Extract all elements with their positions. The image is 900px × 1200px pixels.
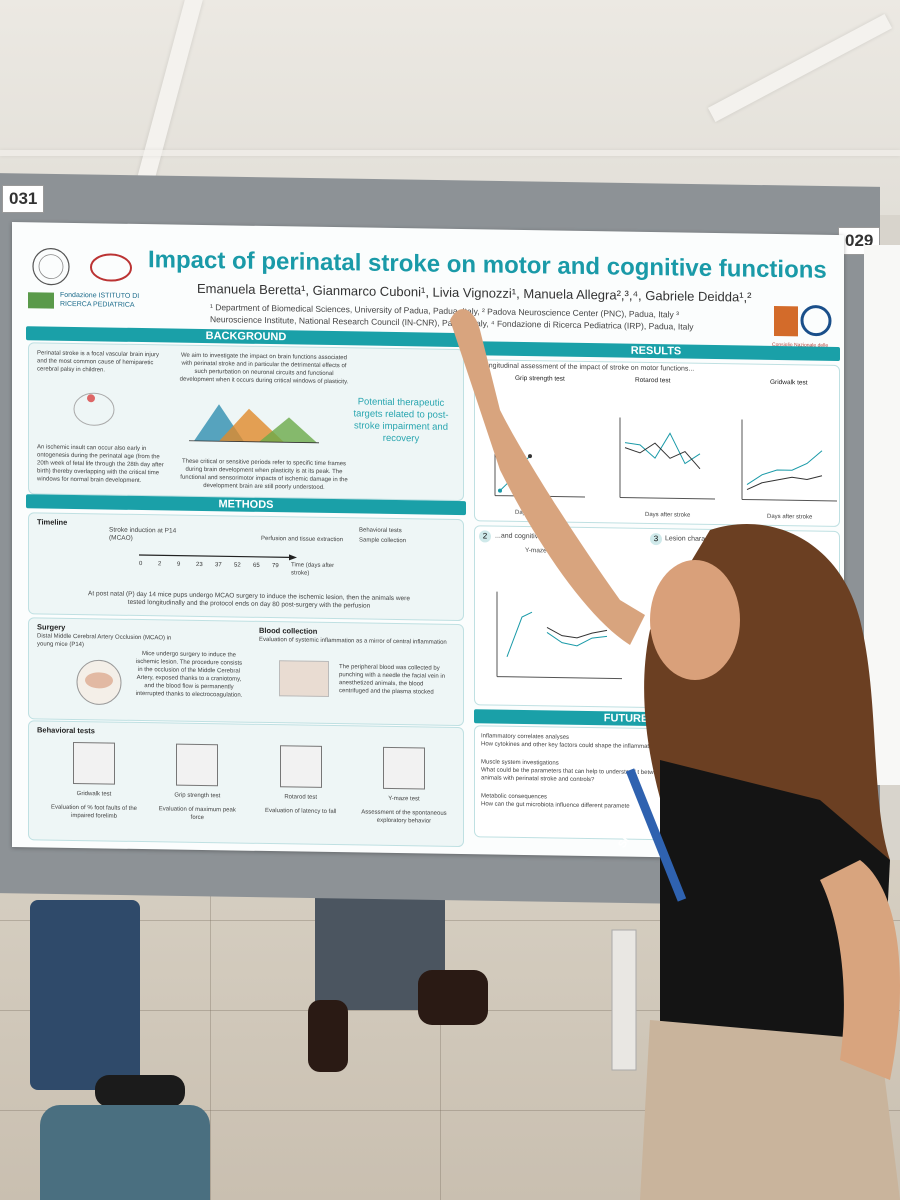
- behavioral-test-item: Gridwalk test Evaluation of % foot faults…: [49, 741, 139, 833]
- test-description: Evaluation of latency to fall: [264, 807, 337, 816]
- timeline-tick-79: 79: [272, 563, 279, 570]
- ceiling-beam: [135, 0, 203, 185]
- shoe-center-2: [418, 970, 488, 1025]
- timeline-tick-0: 0: [139, 560, 143, 568]
- cnr-mark: [774, 305, 832, 337]
- timeline-tick-23: 23: [196, 561, 203, 568]
- background-panel: Perinatal stroke is a focal vascular bra…: [28, 342, 464, 502]
- surgery-text: Mice undergo surgery to induce the ische…: [135, 651, 243, 699]
- shoe-center-1: [308, 1000, 348, 1072]
- timeline-tick-37: 37: [215, 562, 222, 569]
- bag: [40, 1105, 210, 1200]
- background-text-2: We aim to investigate the impact on brai…: [179, 352, 349, 386]
- results-cognitive-panel: 2 ...and cognitive fu 3 Lesion character…: [474, 525, 840, 712]
- timeline-panel: Timeline Stroke induction at P14 (MCAO) …: [28, 512, 464, 622]
- test-name: Rotarod test: [284, 794, 317, 801]
- ceiling-beam: [707, 13, 893, 123]
- surgery-subheading: Distal Middle Cerebral Artery Occlusion …: [37, 633, 172, 649]
- behavioral-test-item: Grip strength test Evaluation of maximum …: [152, 743, 242, 834]
- timeline-tick-65: 65: [253, 562, 260, 569]
- test-apparatus-icon: [176, 743, 219, 787]
- gridwalk-chart: [741, 419, 837, 502]
- board-number-left: 031: [2, 185, 45, 213]
- institute-name: Fondazione ISTITUTO DI RICERCA PEDIATRIC…: [60, 291, 140, 309]
- timeline-axis-label: Time (days after stroke): [291, 562, 335, 577]
- methods-summary: At post natal (P) day 14 mice pups under…: [88, 590, 410, 610]
- timeline-axis: [139, 554, 297, 561]
- perfusion-label: Perfusion and tissue extraction: [261, 535, 344, 544]
- blood-heading: Blood collection: [259, 625, 318, 636]
- stroke-induction-label: Stroke induction at P14 (MCAO): [109, 526, 177, 542]
- test-apparatus-icon: [279, 745, 322, 788]
- seal-logo: [28, 248, 132, 309]
- ymaze-chart: [496, 591, 622, 680]
- timeline-tick-9: 9: [177, 561, 181, 568]
- surgery-heading: Surgery: [37, 622, 66, 632]
- shoe-left: [95, 1075, 185, 1107]
- legend-sample: Sample collection: [359, 537, 407, 545]
- university-logo: Fondazione ISTITUTO DI RICERCA PEDIATRIC…: [26, 244, 156, 326]
- behavioral-panel: Behavioral tests Gridwalk test Evaluation…: [28, 720, 464, 848]
- brain-sketch-icon: [73, 392, 115, 426]
- timeline-ticks: 0 2 9 23 37 52 65 79: [139, 561, 299, 574]
- test-apparatus-icon: [73, 741, 115, 785]
- behavioral-test-item: Rotarod test Evaluation of latency to fal…: [256, 745, 346, 836]
- poster-title: Impact of perinatal stroke on motor and …: [148, 246, 827, 284]
- test-apparatus-icon: [382, 746, 425, 790]
- timeline-tick-2: 2: [158, 561, 162, 568]
- cnr-logo: Consiglio Nazionale delle Ricerche ISTIT…: [772, 304, 842, 365]
- ceiling-beam: [0, 150, 900, 156]
- person-legs-left: [30, 900, 140, 1090]
- test-name: Grip strength test: [174, 792, 221, 800]
- test-description: Evaluation of % foot faults of the impai…: [50, 804, 138, 820]
- presenter: [450, 309, 900, 1200]
- mouse-surgery-illustration: [76, 659, 122, 705]
- surgery-panel: Surgery Distal Middle Cerebral Artery Oc…: [28, 617, 464, 727]
- test-name: Gridwalk test: [76, 791, 112, 798]
- background-text-1: Perinatal stroke is a focal vascular bra…: [37, 350, 160, 374]
- timeline-tick-52: 52: [234, 562, 241, 569]
- background-text-5: These critical or sensitive periods refe…: [180, 458, 348, 491]
- behavioral-tests-row: Gridwalk test Evaluation of % foot faults…: [49, 741, 449, 838]
- plasticity-curve-illustration: [189, 404, 319, 444]
- poster: Fondazione ISTITUTO DI RICERCA PEDIATRIC…: [12, 222, 844, 861]
- behavioral-heading: Behavioral tests: [37, 725, 95, 736]
- test-description: Evaluation of maximum peak force: [158, 806, 236, 822]
- rotarod-chart: [619, 417, 715, 500]
- background-text-4: An ischemic insult can occur also early …: [37, 444, 164, 485]
- blood-collection-photo: [279, 660, 329, 697]
- timeline-heading: Timeline: [37, 517, 68, 527]
- legend-behavioral: Behavioral tests: [359, 527, 402, 535]
